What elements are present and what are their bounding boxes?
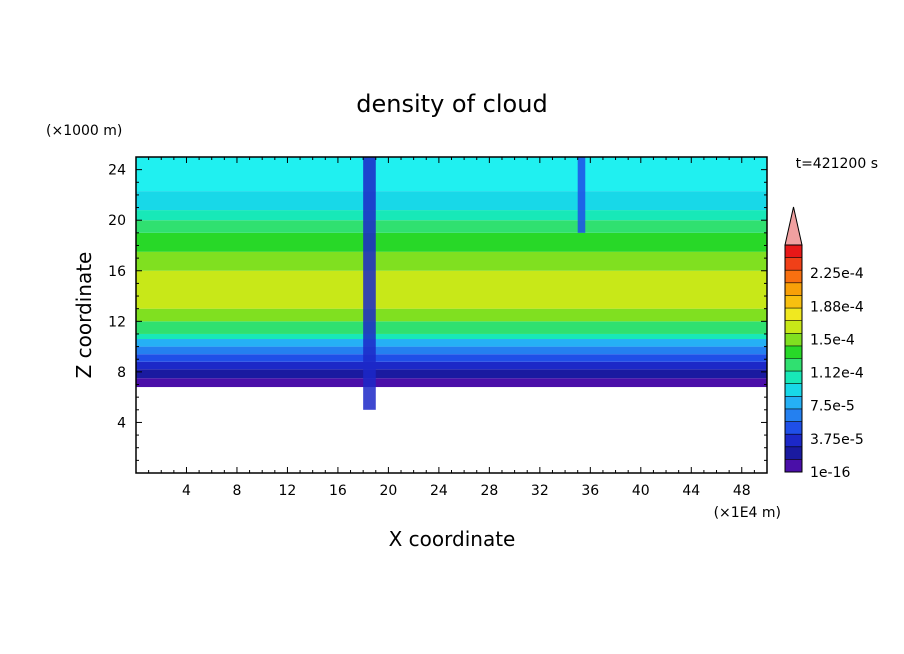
density-band (136, 361, 767, 370)
density-band (136, 157, 767, 192)
density-band (136, 378, 767, 388)
x-tick-label: 4 (182, 483, 191, 499)
colorbar-swatch (785, 358, 802, 372)
y-tick-label: 20 (108, 213, 126, 229)
x-tick-label: 36 (581, 483, 599, 499)
colorbar-swatch (785, 345, 802, 359)
colorbar-swatch (785, 333, 802, 346)
density-band (136, 210, 767, 221)
chart-title: density of cloud (356, 90, 547, 118)
x-axis-label: X coordinate (389, 527, 516, 551)
y-tick-label: 16 (108, 264, 126, 280)
x-tick-label: 16 (329, 483, 347, 499)
x-tick-label: 48 (733, 483, 751, 499)
x-tick-label: 44 (682, 483, 700, 499)
colorbar-swatch (785, 245, 802, 258)
colorbar-swatch (785, 320, 802, 334)
colorbar-swatch (785, 421, 802, 435)
density-band (136, 220, 767, 233)
colorbar: 1e-16 3.75e-5 7.5e-5 1.12e-4 1.5e-4 1.88e-4 2.… (784, 206, 864, 481)
colorbar-label: 1.12e-4 (810, 366, 864, 382)
colorbar-swatch (785, 446, 802, 460)
colorbar-swatch (785, 308, 802, 321)
density-band (136, 191, 767, 211)
y-axis-unit: (×1000 m) (46, 123, 122, 139)
x-tick-label: 40 (632, 483, 650, 499)
y-axis-ticks: 4 8 12 16 20 24 (108, 163, 767, 461)
density-band (136, 369, 767, 379)
x-tick-label: 8 (232, 483, 241, 499)
density-band (136, 270, 767, 309)
colorbar-label: 1.5e-4 (810, 332, 855, 348)
density-column (363, 157, 376, 410)
density-band (136, 339, 767, 347)
colorbar-label: 1.88e-4 (810, 299, 864, 315)
colorbar-label: 3.75e-5 (810, 432, 864, 448)
plot-field (136, 157, 767, 388)
density-band (136, 251, 767, 271)
colorbar-extend-arrow (784, 206, 803, 246)
y-tick-label: 24 (108, 163, 126, 179)
density-band (136, 346, 767, 355)
density-column (577, 157, 586, 233)
density-band (136, 333, 767, 340)
y-tick-label: 4 (117, 415, 126, 431)
x-tick-label: 28 (480, 483, 498, 499)
y-axis-label: Z coordinate (72, 252, 96, 379)
features-layer (363, 157, 586, 410)
density-band (136, 321, 767, 334)
density-band (136, 354, 767, 362)
colorbar-swatch (785, 383, 802, 397)
colorbar-label: 1e-16 (810, 465, 850, 481)
colorbar-swatch (785, 295, 802, 309)
colorbar-swatch (785, 434, 802, 447)
x-axis-unit: (×1E4 m) (714, 505, 781, 521)
density-band (136, 308, 767, 322)
y-tick-label: 12 (108, 314, 126, 330)
x-tick-label: 24 (430, 483, 448, 499)
y-tick-label: 8 (117, 365, 126, 381)
colorbar-swatch (785, 270, 802, 283)
density-band (136, 232, 767, 252)
colorbar-swatch (785, 408, 802, 422)
colorbar-swatch (785, 396, 802, 409)
x-tick-label: 12 (279, 483, 297, 499)
colorbar-swatch (785, 257, 802, 271)
x-tick-label: 32 (531, 483, 549, 499)
x-axis-ticks: 4 8 12 16 20 24 28 32 36 40 44 48 (148, 157, 755, 499)
colorbar-swatch (785, 282, 802, 296)
colorbar-label: 7.5e-5 (810, 399, 855, 415)
x-tick-label: 20 (379, 483, 397, 499)
colorbar-swatch (785, 459, 802, 472)
colorbar-label: 2.25e-4 (810, 266, 864, 282)
colorbar-swatch (785, 371, 802, 384)
time-label: t=421200 s (796, 156, 878, 172)
